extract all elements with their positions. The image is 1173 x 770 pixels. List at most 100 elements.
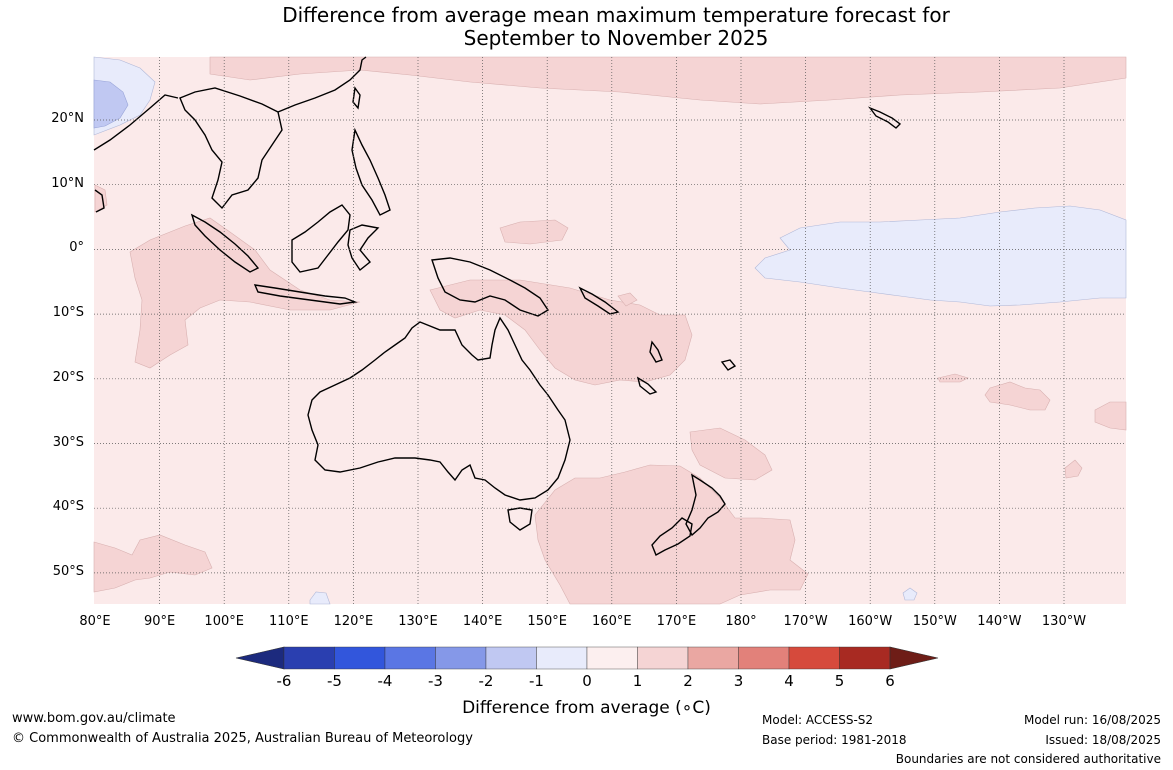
colorbar-segment	[788, 646, 840, 670]
colorbar-segment	[687, 646, 739, 670]
solomon-islands-outline	[578, 286, 620, 315]
longitude-label: 160°W	[848, 614, 893, 629]
graticule	[94, 57, 1126, 604]
longitude-label: 170°E	[656, 614, 697, 629]
colorbar-segment	[485, 646, 537, 670]
colorbar-segment	[435, 646, 487, 670]
copyright-text: © Commonwealth of Australia 2025, Austra…	[12, 731, 473, 746]
colorbar-tick-label: 5	[834, 672, 845, 690]
latitude-label: 50°S	[52, 563, 84, 579]
model-run-date: Model run: 16/08/2025	[1023, 713, 1161, 727]
colorbar-segment	[586, 646, 638, 670]
colorbar-tick-label: 1	[632, 672, 643, 690]
vanuatu-outline	[649, 340, 663, 363]
colorbar-segment	[637, 646, 689, 670]
colorbar-tick-label: -3	[428, 672, 443, 690]
colorbar-tick-label: -1	[529, 672, 544, 690]
india-coast-outline	[93, 94, 179, 151]
colorbar-segment	[384, 646, 436, 670]
colorbar-tick-label: 2	[683, 672, 693, 690]
longitude-label: 140°W	[977, 614, 1022, 629]
longitude-label: 150°E	[527, 614, 567, 629]
longitude-label: 160°E	[592, 614, 632, 629]
warm-patch-equatorial-islands	[499, 219, 569, 245]
cool-patch-equatorial-pacific	[754, 205, 1127, 307]
warm-patch-southwest-indian	[93, 534, 213, 593]
colorbar-max-arrow	[889, 646, 939, 670]
longitude-label: 180°	[725, 614, 757, 629]
map-title-line-1: Difference from average mean maximum tem…	[282, 3, 950, 27]
longitude-label: 90°E	[143, 614, 176, 629]
website-link[interactable]: www.bom.gov.au/climate	[12, 711, 176, 726]
warm-patch-north-pacific	[209, 56, 1127, 105]
colorbar-tick-label: -5	[327, 672, 342, 690]
latitude-label: 10°N	[51, 175, 84, 191]
issued-date: Issued: 18/08/2025	[1045, 733, 1161, 747]
model-name: Model: ACCESS-S2	[762, 713, 874, 727]
longitude-label: 120°E	[333, 614, 374, 629]
longitude-label: 80°E	[79, 614, 111, 629]
new-guinea-outline	[431, 257, 549, 317]
warm-patch-tasman	[534, 464, 809, 605]
longitude-label: 170°W	[783, 614, 828, 629]
latitude-label: 30°S	[52, 434, 84, 450]
colorbar-segment	[536, 646, 588, 670]
latitude-label: 10°S	[52, 305, 84, 321]
colorbar	[235, 646, 939, 670]
new-zealand-south-outline	[651, 517, 693, 556]
warm-patch-south-pacific-2	[1094, 401, 1127, 431]
china-coast-outline	[277, 56, 367, 113]
colorbar-segment	[283, 646, 335, 670]
boundary-disclaimer: Boundaries are not considered authoritat…	[895, 752, 1161, 766]
colorbar-min-arrow	[235, 646, 285, 670]
sumatra-outline	[190, 213, 260, 273]
new-zealand-north-outline	[685, 473, 726, 537]
fiji-outline	[720, 359, 737, 371]
colorbar-tick-label: 4	[784, 672, 794, 690]
warm-anomaly-patches	[93, 56, 1127, 605]
sulawesi-outline	[347, 224, 380, 272]
mainland-southeast-asia-outline	[179, 87, 283, 210]
cold-patch-india	[93, 79, 129, 129]
longitude-label: 140°E	[462, 614, 503, 629]
longitude-label: 130°W	[1041, 614, 1087, 629]
longitude-label: 150°W	[912, 614, 957, 629]
colorbar-tick-label: -6	[276, 672, 292, 690]
new-caledonia-outline	[636, 376, 658, 395]
cool-patch-small-pacific	[902, 587, 918, 601]
colorbar-segment	[839, 646, 891, 670]
colorbar-label: Difference from average (∘C)	[462, 698, 711, 718]
warm-patch-south-pacific-1	[984, 381, 1051, 411]
warm-patch-south-tasman	[689, 427, 773, 481]
colorbar-segment	[738, 646, 790, 670]
longitude-label: 110°E	[269, 614, 309, 629]
latitude-label: 20°S	[52, 369, 84, 385]
philippines-outline	[351, 127, 391, 216]
longitude-label: 100°E	[204, 614, 244, 629]
colorbar-tick-label: -2	[478, 672, 494, 690]
base-period: Base period: 1981-2018	[762, 733, 907, 747]
colorbar-segment	[334, 646, 386, 670]
colorbar-tick-label: 0	[582, 672, 592, 690]
latitude-label: 20°N	[51, 111, 84, 126]
sri-lanka-outline	[94, 189, 105, 213]
warm-patch-south-pacific-3	[1064, 459, 1083, 479]
borneo-outline	[291, 204, 351, 273]
java-outline	[253, 284, 358, 305]
taiwan-outline	[352, 86, 361, 110]
latitude-label: 0°	[69, 240, 84, 256]
warm-patch-png-east	[617, 292, 638, 307]
cool-patch-small-south	[309, 591, 331, 605]
cold-anomaly-patches	[93, 79, 129, 129]
warm-patch-indian-ocean	[129, 217, 361, 369]
longitude-label: 130°E	[398, 614, 438, 629]
colorbar-tick-label: 3	[733, 672, 744, 690]
colorbar-tick-label: -4	[377, 672, 393, 690]
warm-patch-south-pacific-4	[937, 373, 969, 383]
map-title: Difference from average mean maximum tem…	[0, 4, 1173, 50]
latitude-label: 40°S	[52, 499, 84, 515]
colorbar-tick-label: 6	[885, 672, 895, 690]
hawaii-outline	[867, 106, 902, 129]
australia-outline	[307, 316, 571, 501]
